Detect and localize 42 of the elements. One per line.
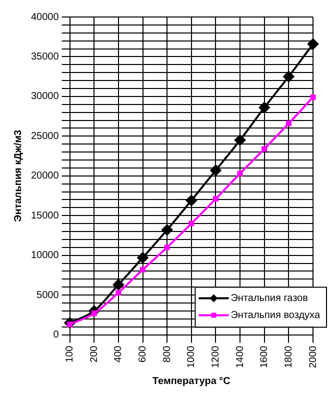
point (283, 71, 294, 82)
x-tick-label: 2000 (308, 345, 319, 368)
point (162, 224, 173, 236)
point (140, 266, 146, 272)
y-tick-label: 20000 (30, 170, 60, 182)
y-tick-label: 30000 (30, 91, 60, 102)
y-tick-label: 35000 (30, 51, 60, 62)
point (234, 134, 246, 146)
y-tick-label: 25000 (30, 130, 60, 142)
point (212, 196, 218, 202)
point (186, 195, 197, 206)
legend-label: Энтальпия воздуха (230, 310, 320, 322)
x-tick-label: 400 (113, 345, 124, 362)
x-tick-label: 100 (64, 345, 76, 362)
y-tick-label: 40000 (30, 12, 60, 23)
y-tick-label: 5000 (36, 290, 60, 301)
x-tick-label: 1000 (186, 345, 198, 368)
x-tick-label: 1200 (210, 345, 222, 368)
point (286, 120, 292, 126)
point (210, 164, 222, 176)
point (164, 244, 170, 250)
x-tick-label: 1400 (234, 345, 246, 368)
point (262, 146, 268, 152)
x-tick-label: 600 (138, 345, 149, 362)
x-tick-label: 1600 (259, 345, 270, 368)
point (188, 220, 194, 226)
x-tick-label: 1800 (283, 345, 294, 368)
point (237, 170, 243, 176)
point (137, 252, 148, 264)
point (310, 94, 316, 100)
y-tick-label: 0 (53, 330, 60, 341)
y-tick-label: 10000 (30, 250, 60, 262)
y-tick-label: 15000 (30, 210, 60, 222)
point (112, 279, 124, 290)
point (308, 38, 318, 50)
legend-label: Энтальпия газов (230, 293, 308, 304)
point (116, 290, 122, 296)
x-tick-label: 200 (88, 345, 100, 362)
x-axis-title: Температура °С (152, 376, 230, 387)
point (258, 102, 270, 114)
x-tick-label: 800 (162, 345, 173, 362)
y-axis-title: Энтальпия кДж/м3 (12, 130, 24, 222)
